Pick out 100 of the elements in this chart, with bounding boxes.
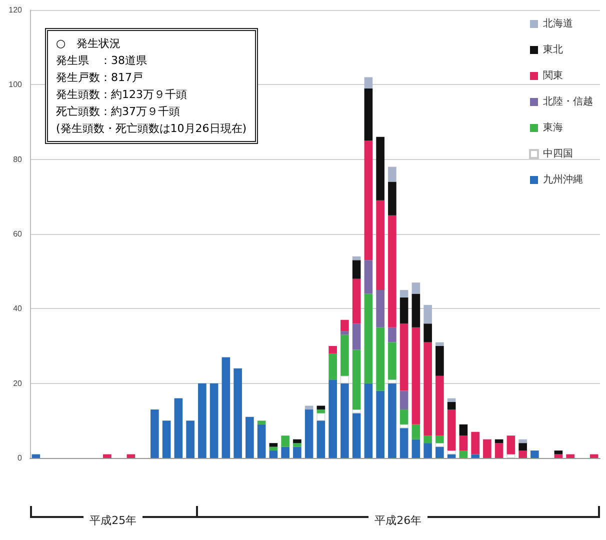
- bar: [210, 383, 218, 458]
- bar: [388, 182, 396, 216]
- text: 平成26年: [368, 513, 428, 528]
- bar: [447, 398, 456, 402]
- bar: [103, 454, 112, 458]
- bar: [234, 368, 242, 458]
- bar: [126, 454, 136, 458]
- bar: [412, 439, 420, 458]
- bar: [412, 327, 420, 424]
- bar: [518, 450, 527, 458]
- bar: [364, 140, 373, 260]
- bar: [400, 428, 408, 458]
- bar: [340, 320, 349, 332]
- bar: [316, 420, 326, 458]
- bar: [186, 420, 194, 458]
- legend-label: 東海: [543, 122, 563, 134]
- bar: [352, 350, 361, 410]
- legend-label: 東北: [543, 44, 563, 56]
- bar: [436, 346, 444, 376]
- y-tick-label: 120: [8, 6, 23, 14]
- bar: [352, 260, 361, 279]
- bar: [400, 390, 408, 410]
- bar: [352, 278, 361, 324]
- bar: [352, 324, 361, 350]
- bar: [494, 443, 504, 458]
- bar: [459, 436, 468, 451]
- annotation: ○ 発生状況: [56, 36, 122, 52]
- bar: [436, 446, 444, 458]
- legend-label: 九州沖縄: [543, 174, 583, 186]
- bar: [352, 256, 361, 260]
- bar: [459, 450, 468, 458]
- bar: [388, 327, 396, 342]
- y-tick-label: 100: [8, 80, 23, 90]
- bar: [388, 215, 396, 328]
- bar: [436, 436, 444, 444]
- bar: [518, 443, 527, 451]
- bar: [376, 390, 384, 458]
- bar: [494, 439, 504, 444]
- bar: [32, 454, 40, 458]
- bar: [293, 446, 302, 458]
- legend-label: 北陸・信越: [543, 96, 593, 108]
- y-tick-label: 0: [18, 454, 23, 462]
- bar: [447, 409, 456, 451]
- bar: [174, 398, 183, 458]
- bar: [304, 406, 314, 410]
- annotation: 発生頭数：約123万９千頭: [56, 87, 188, 103]
- bar: [281, 446, 290, 458]
- bar: [388, 166, 396, 182]
- bar: [436, 443, 444, 447]
- y-tick-label: 60: [13, 230, 23, 238]
- bar: [328, 380, 337, 458]
- bar: [471, 454, 480, 458]
- bar: [376, 200, 384, 290]
- annotation: 死亡頭数：約37万９千頭: [56, 104, 181, 120]
- bar: [436, 342, 444, 346]
- bar: [518, 439, 527, 444]
- bar: [447, 450, 456, 454]
- bar: [400, 290, 408, 298]
- bar: [316, 409, 326, 414]
- bar: [424, 324, 432, 342]
- bar: [447, 402, 456, 410]
- y-tick-label: 20: [13, 378, 23, 388]
- bar: [316, 413, 326, 421]
- bar: [257, 420, 266, 424]
- bar: [388, 383, 396, 458]
- bar: [340, 383, 349, 458]
- bar: [400, 324, 408, 391]
- bar: [530, 450, 539, 458]
- bar: [293, 439, 302, 444]
- legend-label: 中四国: [543, 148, 573, 160]
- bar: [376, 327, 384, 391]
- bar: [364, 260, 373, 294]
- bar: [424, 443, 432, 458]
- bar: [400, 424, 408, 428]
- bar: [459, 424, 468, 436]
- annotation: 発生県 ：38道県: [56, 53, 148, 69]
- bar: [364, 383, 373, 458]
- bar: [400, 297, 408, 324]
- bar: [222, 357, 230, 458]
- bar: [436, 376, 444, 436]
- bar: [376, 136, 384, 200]
- bar: [447, 454, 456, 458]
- bar: [471, 432, 480, 454]
- bar: [412, 424, 420, 440]
- y-tick-label: 40: [13, 304, 23, 314]
- bar: [246, 416, 254, 458]
- bar: [269, 446, 278, 451]
- bar: [506, 454, 516, 458]
- bar: [424, 304, 432, 324]
- bar: [316, 406, 326, 410]
- bar: [424, 436, 432, 444]
- bar: [281, 436, 290, 447]
- bar: [340, 334, 349, 376]
- bar: [412, 294, 420, 328]
- legend-label: 関東: [543, 70, 563, 82]
- bar: [293, 443, 302, 447]
- annotation: (発生頭数・死亡頭数は10月26日現在): [56, 121, 247, 137]
- bar: [198, 383, 206, 458]
- bar: [364, 294, 373, 384]
- bar: [269, 443, 278, 447]
